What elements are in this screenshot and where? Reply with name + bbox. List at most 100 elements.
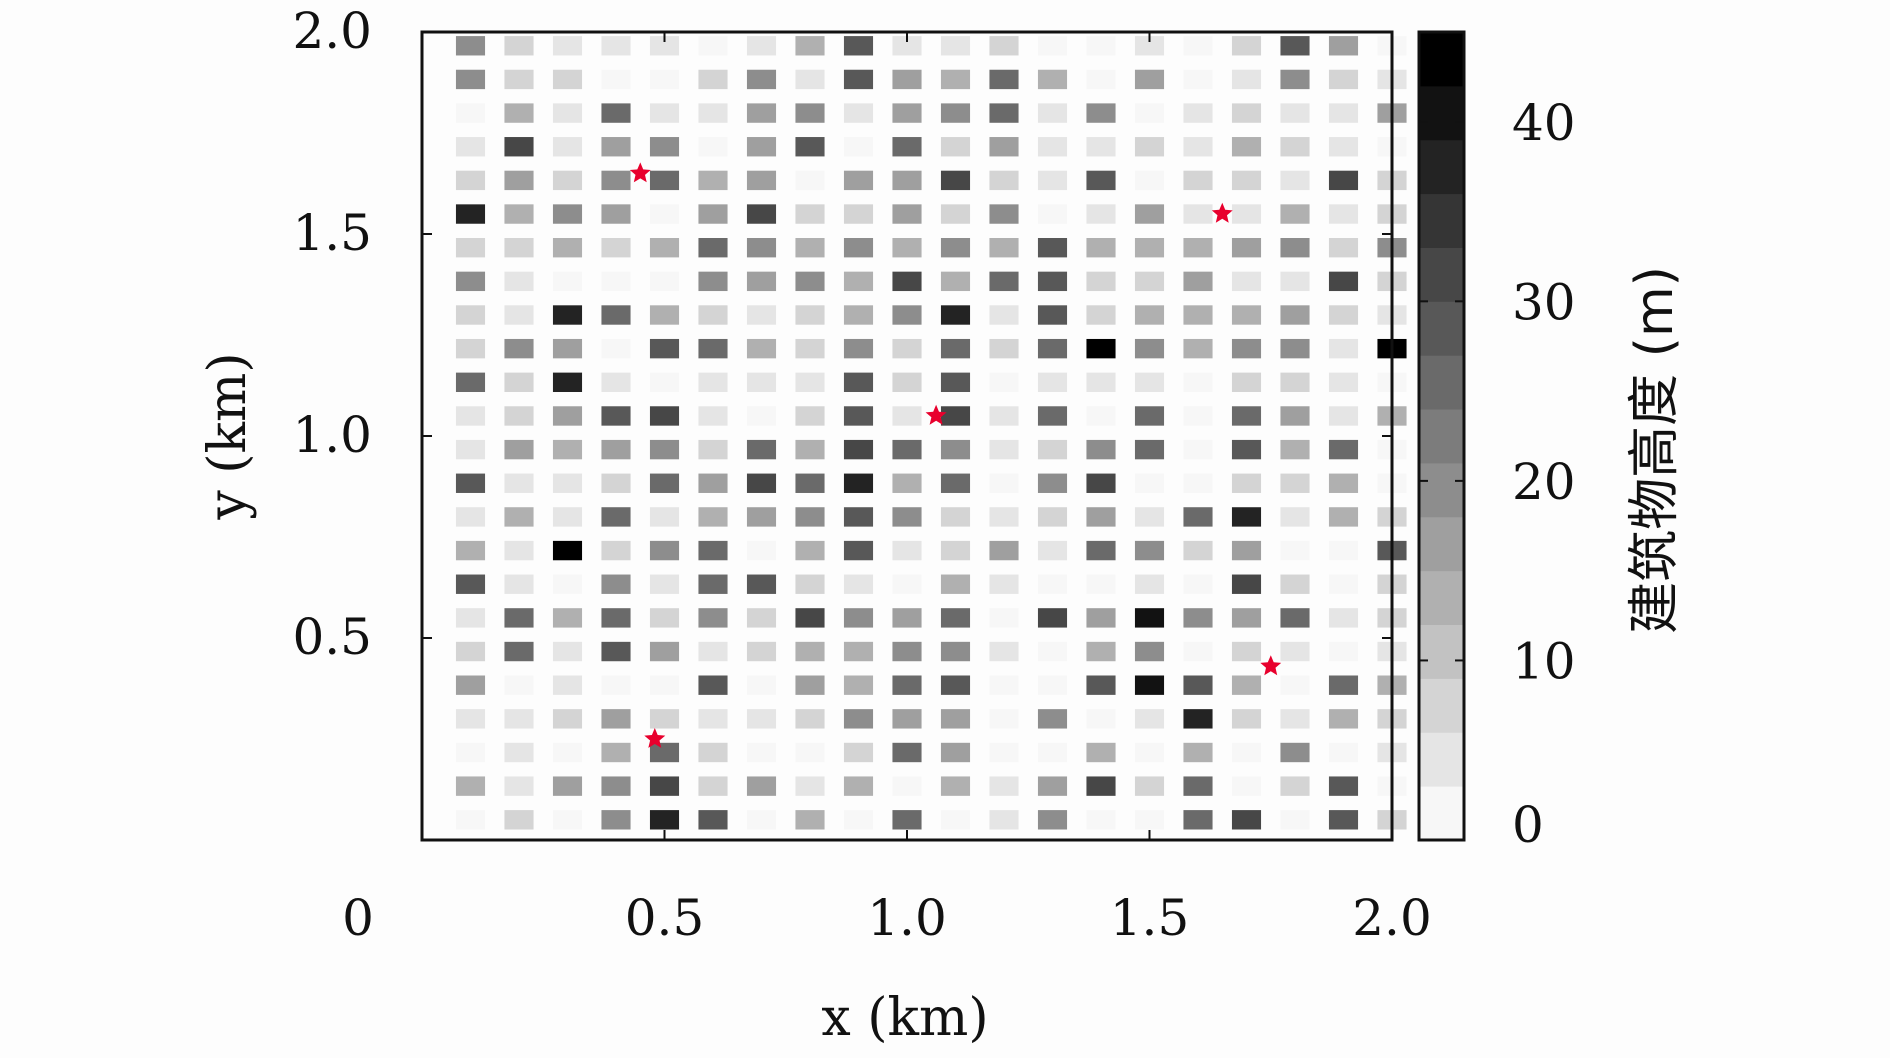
building-block (601, 170, 631, 191)
building-block (455, 776, 486, 796)
marker-layer (629, 162, 1282, 748)
building-block (843, 439, 874, 460)
building-block (1037, 137, 1068, 157)
building-block (1280, 709, 1310, 729)
building-block (1134, 439, 1165, 460)
building-block (843, 69, 874, 90)
building-block (940, 540, 971, 561)
building-block (698, 473, 728, 493)
building-block (1086, 237, 1116, 258)
building-block (1231, 372, 1262, 393)
building-block (649, 338, 680, 359)
building-block (989, 675, 1019, 695)
building-block (504, 204, 534, 224)
building-block (552, 137, 583, 157)
building-block (1086, 507, 1116, 527)
y-tick-label: 0.5 (292, 608, 372, 666)
building-block (1086, 372, 1116, 393)
colorbar-band (1419, 85, 1464, 141)
building-block (1086, 776, 1116, 796)
building-block (455, 810, 486, 830)
building-block (1231, 69, 1262, 90)
building-block (1134, 406, 1165, 426)
building-block (1183, 372, 1213, 393)
building-block (1086, 742, 1116, 763)
building-block (1134, 473, 1165, 493)
building-block (795, 641, 825, 662)
building-block (601, 776, 631, 796)
building-block (1231, 36, 1262, 56)
building-block (940, 69, 971, 90)
building-block (746, 540, 777, 561)
building-block (795, 271, 825, 292)
building-block (746, 338, 777, 359)
building-block (989, 305, 1019, 325)
building-block (1280, 675, 1310, 695)
colorbar-label: 建筑物高度 (m) (1625, 266, 1685, 634)
building-block (1037, 810, 1068, 830)
building-block (601, 271, 631, 292)
building-block (1134, 574, 1165, 594)
building-block (504, 103, 534, 123)
building-block (698, 574, 728, 594)
building-block (455, 170, 486, 191)
building-block (940, 338, 971, 359)
colorbar-band (1419, 570, 1464, 626)
building-block (1183, 473, 1213, 493)
building-block (1280, 204, 1310, 224)
colorbar-band (1419, 732, 1464, 787)
building-block (1134, 271, 1165, 292)
building-block (649, 742, 680, 763)
building-block (795, 372, 825, 393)
building-block (989, 204, 1019, 224)
building-block (552, 776, 583, 796)
building-block (795, 473, 825, 493)
building-block (601, 305, 631, 325)
building-block (504, 742, 534, 763)
building-block (746, 406, 777, 426)
building-block (601, 103, 631, 123)
building-block (1231, 237, 1262, 258)
building-block (1231, 810, 1262, 830)
building-block (1134, 608, 1165, 628)
building-block (843, 776, 874, 796)
building-block (1183, 204, 1213, 224)
colorbar-tick-label: 20 (1512, 453, 1576, 511)
building-block (1231, 709, 1262, 729)
building-block (1037, 103, 1068, 123)
building-block (989, 103, 1019, 123)
building-block (1037, 406, 1068, 426)
building-block (649, 137, 680, 157)
building-block (1086, 137, 1116, 157)
building-block (1328, 540, 1359, 561)
building-block (843, 608, 874, 628)
building-block (1280, 641, 1310, 662)
building-block (1183, 810, 1213, 830)
building-block (1280, 507, 1310, 527)
building-block (698, 338, 728, 359)
building-block (1231, 742, 1262, 763)
building-block (892, 237, 922, 258)
building-block (1280, 305, 1310, 325)
building-block (649, 204, 680, 224)
building-block (552, 103, 583, 123)
building-block (504, 574, 534, 594)
building-block (1328, 36, 1359, 56)
building-block (746, 810, 777, 830)
building-block (1134, 338, 1165, 359)
building-block (698, 540, 728, 561)
building-block (746, 372, 777, 393)
building-block (649, 439, 680, 460)
building-block (989, 338, 1019, 359)
building-block (843, 237, 874, 258)
building-block (552, 271, 583, 292)
building-block (455, 641, 486, 662)
building-block (552, 574, 583, 594)
building-block (746, 776, 777, 796)
building-block (504, 641, 534, 662)
building-block (746, 36, 777, 56)
building-block (940, 742, 971, 763)
building-block (940, 709, 971, 729)
building-block (601, 372, 631, 393)
building-block (940, 406, 971, 426)
